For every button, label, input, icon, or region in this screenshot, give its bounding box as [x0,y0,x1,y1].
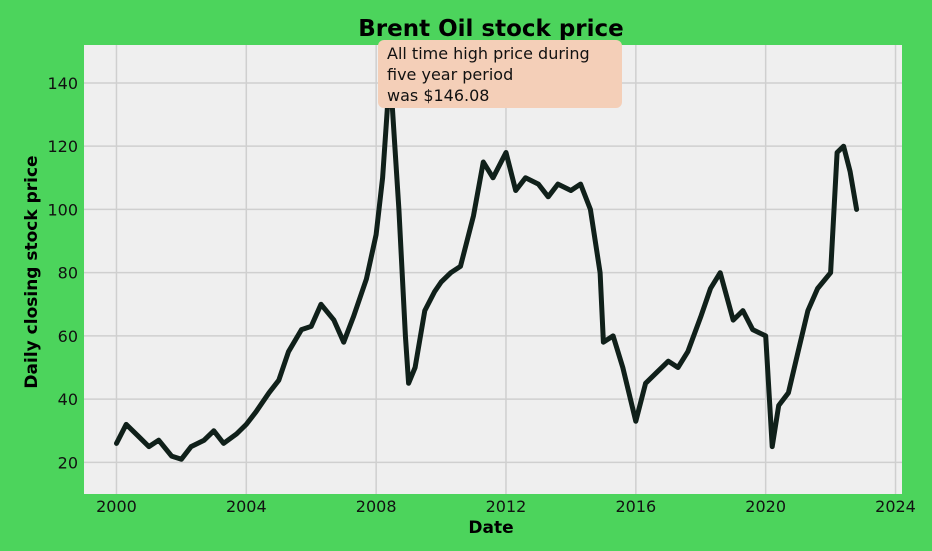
x-axis-label: Date [468,518,513,538]
y-tick-label: 80 [58,264,78,283]
grid-lines [84,45,902,494]
annotation-line-3: was $146.08 [387,86,489,105]
y-tick-label: 100 [47,200,78,219]
y-axis-label: Daily closing stock price [22,155,42,388]
plot-area [84,45,902,494]
annotation-line-2: five year period [387,65,513,84]
y-tick-label: 60 [58,327,78,346]
x-tick-label: 2024 [875,497,916,516]
x-tick-label: 2004 [226,497,267,516]
x-tick-label: 2016 [615,497,656,516]
y-tick-label: 20 [58,453,78,472]
data-series-layer [114,80,860,462]
annotation-box: All time high price during five year per… [378,40,622,108]
x-tick-label: 2008 [356,497,397,516]
y-tick-label: 120 [47,137,78,156]
price-series-line [114,80,860,462]
x-tick-label: 2020 [745,497,786,516]
annotation-background [378,40,622,108]
annotation-line-1: All time high price during [387,44,590,63]
y-tick-label: 140 [47,74,78,93]
x-tick-labels: 2000 2004 2008 2012 2016 2020 2024 [96,497,916,516]
y-tick-label: 40 [58,390,78,409]
y-tick-labels: 20 40 60 80 100 120 140 [47,74,78,472]
chart-title: Brent Oil stock price [358,16,624,42]
x-tick-label: 2012 [486,497,527,516]
x-tick-label: 2000 [96,497,137,516]
